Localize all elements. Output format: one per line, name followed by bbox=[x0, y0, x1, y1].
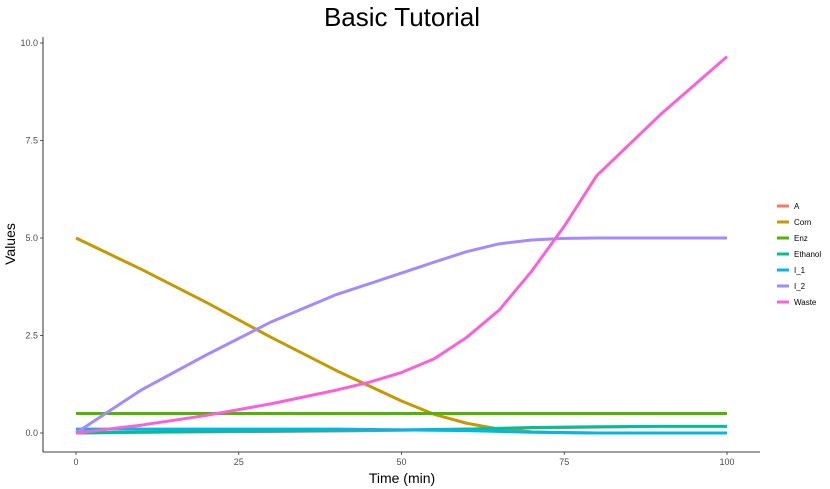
series-lines bbox=[75, 55, 728, 435]
series-line-i-2 bbox=[75, 236, 727, 435]
x-tick-label: 100 bbox=[719, 457, 734, 467]
x-ticks: 0 25 50 75 100 bbox=[73, 452, 735, 467]
x-tick-label: 75 bbox=[559, 457, 569, 467]
y-tick-label: 10.0 bbox=[20, 38, 38, 48]
legend: A Corn Enz Ethanol I_1 I_2 Waste bbox=[777, 202, 821, 307]
chart-title: Basic Tutorial bbox=[324, 2, 480, 32]
legend-label-enz: Enz bbox=[794, 234, 808, 243]
series-line-i-1 bbox=[76, 427, 727, 435]
y-tick-label: 0.0 bbox=[25, 428, 38, 438]
legend-label-corn: Corn bbox=[794, 218, 811, 227]
y-tick-label: 5.0 bbox=[25, 233, 38, 243]
y-axis-title: Values bbox=[2, 223, 18, 265]
legend-label-i-1: I_1 bbox=[794, 266, 806, 275]
legend-label-waste: Waste bbox=[794, 298, 817, 307]
legend-label-i-2: I_2 bbox=[794, 282, 806, 291]
series-line-waste bbox=[75, 55, 728, 435]
x-tick-label: 25 bbox=[234, 457, 244, 467]
y-tick-label: 2.5 bbox=[25, 331, 38, 341]
y-ticks: 0.0 2.5 5.0 7.5 10.0 bbox=[20, 38, 43, 438]
x-tick-label: 0 bbox=[73, 457, 78, 467]
legend-label-a: A bbox=[794, 202, 800, 211]
x-axis-title: Time (min) bbox=[369, 470, 435, 486]
x-tick-label: 50 bbox=[396, 457, 406, 467]
y-tick-label: 7.5 bbox=[25, 136, 38, 146]
legend-label-ethanol: Ethanol bbox=[794, 250, 821, 259]
